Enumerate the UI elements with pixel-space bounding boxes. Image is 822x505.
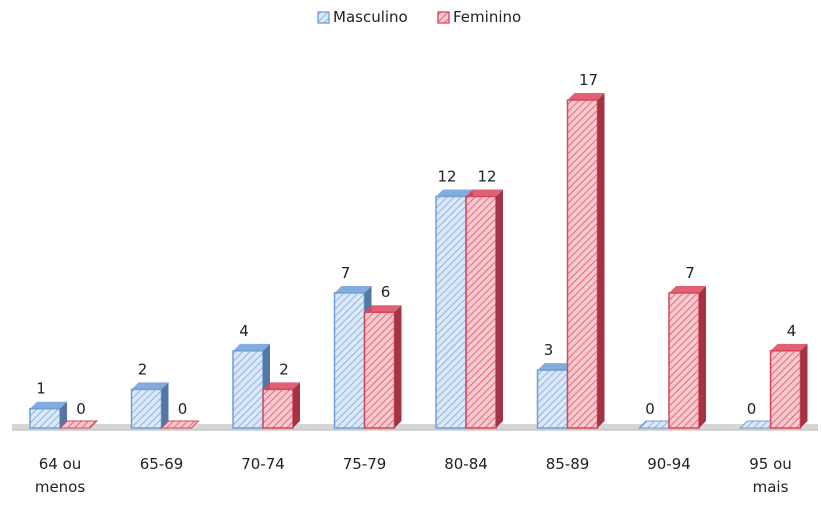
bar-feminino-1 (58, 420, 99, 429)
data-label-feminino-5: 12 (477, 167, 496, 185)
legend-item-feminino: Feminino (437, 8, 521, 26)
chart-floor (12, 424, 818, 430)
bar-feminino-8 (769, 343, 808, 429)
data-label-feminino-6: 17 (579, 71, 598, 89)
legend-label: Masculino (333, 8, 408, 26)
x-tick-label-3: 70-74 (241, 455, 285, 473)
bar-feminino-5 (465, 189, 503, 429)
data-label-masculino-6: 3 (544, 341, 554, 359)
data-label-masculino-1: 1 (36, 380, 46, 398)
data-label-masculino-2: 2 (138, 360, 148, 378)
bar-feminino-7 (668, 285, 706, 429)
bar-feminino-6 (566, 93, 605, 429)
bar-feminino-4 (363, 305, 402, 429)
x-tick-label-1: 64 ou menos (35, 455, 86, 496)
data-label-masculino-7: 0 (645, 400, 655, 418)
x-tick-label-6: 85-89 (546, 455, 590, 473)
data-label-masculino-4: 7 (341, 264, 351, 282)
legend-label: Feminino (453, 8, 521, 26)
bar-feminino-2 (160, 420, 200, 429)
bar-feminino-3 (262, 382, 300, 429)
data-label-feminino-7: 7 (685, 264, 695, 282)
data-label-masculino-3: 4 (239, 322, 249, 340)
data-label-feminino-8: 4 (787, 322, 797, 340)
x-tick-label-2: 65-69 (140, 455, 184, 473)
bar-masculino-2 (130, 382, 169, 429)
x-tick-label-5: 80-84 (444, 455, 488, 473)
x-tick-label-4: 75-79 (343, 455, 387, 473)
data-label-feminino-1: 0 (76, 400, 86, 418)
data-label-feminino-2: 0 (178, 400, 188, 418)
x-tick-label-7: 90-94 (647, 455, 691, 473)
legend-swatch (437, 11, 450, 24)
data-label-masculino-5: 12 (437, 167, 456, 185)
legend-item-masculino: Masculino (317, 8, 408, 26)
data-label-masculino-8: 0 (747, 400, 757, 418)
data-label-feminino-3: 2 (279, 360, 289, 378)
legend-swatch (317, 11, 330, 24)
bar-masculino-1 (29, 401, 67, 429)
x-tick-label-8: 95 ou mais (749, 455, 792, 496)
data-label-feminino-4: 6 (381, 283, 391, 301)
